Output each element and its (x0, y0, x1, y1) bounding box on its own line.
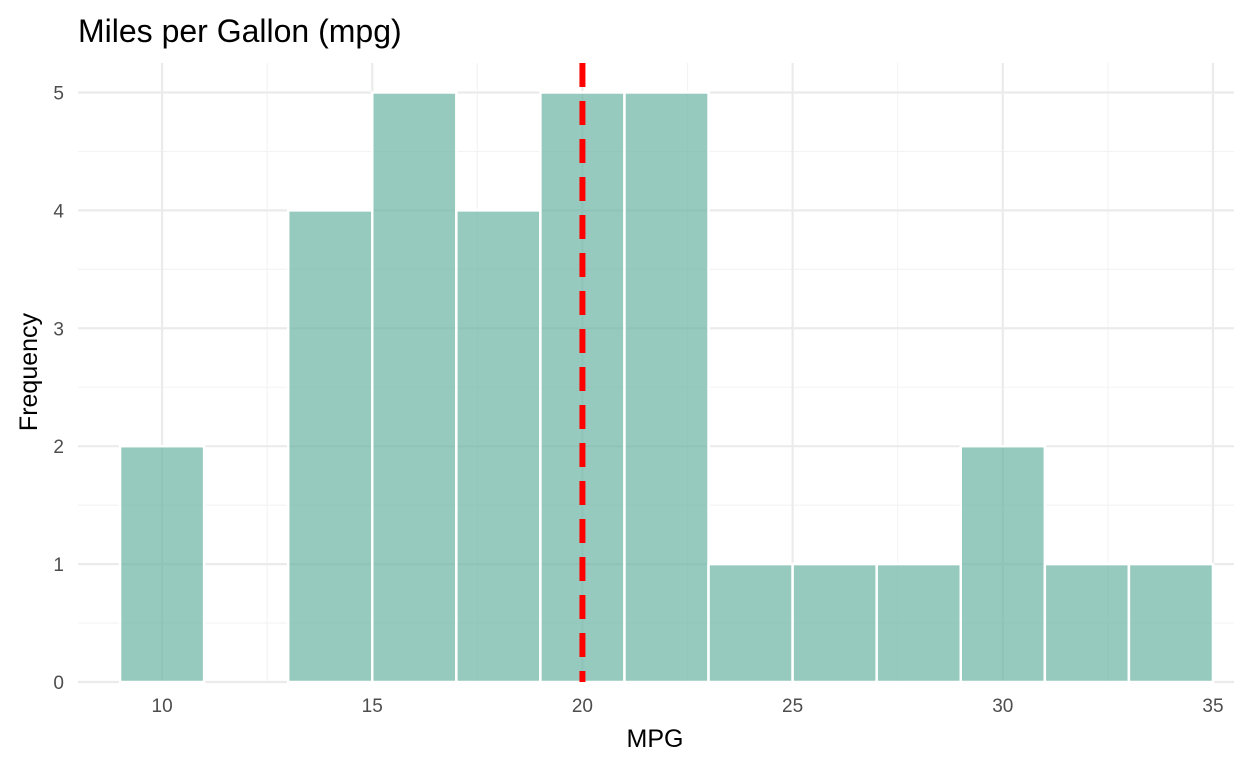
y-tick-label: 1 (53, 555, 64, 576)
histogram-bar (1127, 562, 1215, 684)
histogram-bar (1043, 562, 1131, 684)
histogram-bar (455, 209, 542, 684)
x-tick-label: 35 (1202, 696, 1223, 717)
x-tick-label: 25 (782, 696, 803, 717)
histogram-bar (623, 91, 710, 684)
x-axis-tick-labels: 10 15 20 25 30 35 (152, 696, 1224, 717)
chart-title: Miles per Gallon (mpg) (78, 13, 402, 49)
y-tick-label: 3 (53, 319, 64, 340)
histogram-bar (959, 444, 1047, 684)
x-tick-label: 30 (992, 696, 1013, 717)
histogram-bar (286, 209, 374, 684)
y-axis-title: Frequency (15, 312, 43, 431)
histogram-bar (707, 562, 794, 684)
x-tick-label: 15 (362, 696, 383, 717)
histogram-bar (371, 91, 458, 684)
y-tick-label: 2 (53, 437, 64, 458)
histogram-bar (791, 562, 878, 684)
y-tick-label: 0 (53, 673, 64, 694)
x-tick-label: 10 (152, 696, 173, 717)
histogram-bar (118, 444, 206, 684)
x-tick-label: 20 (572, 696, 593, 717)
y-tick-label: 5 (53, 83, 64, 104)
x-axis-title: MPG (627, 725, 684, 753)
y-axis-tick-labels: 0 1 2 3 4 5 (53, 83, 64, 694)
histogram-bar (875, 562, 963, 684)
y-tick-label: 4 (53, 201, 64, 222)
